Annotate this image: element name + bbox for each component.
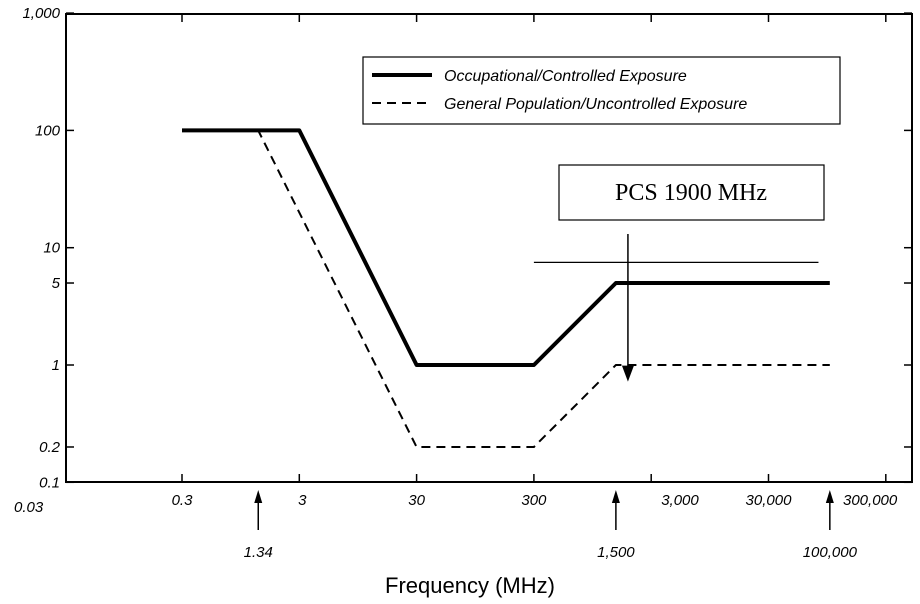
x-marker-label: 1,500 xyxy=(597,544,635,561)
x-tick-label: 300,000 xyxy=(843,492,898,509)
legend: Occupational/Controlled Exposure General … xyxy=(362,56,841,125)
y-tick-label: 1,000 xyxy=(22,5,60,22)
x-marker-arrowhead xyxy=(254,490,263,503)
pcs-label: PCS 1900 MHz xyxy=(615,180,767,206)
x-tick-label: 0.03 xyxy=(14,499,44,516)
series-layer xyxy=(182,128,830,448)
y-tick-label: 5 xyxy=(52,275,61,292)
x-ticks: 0.03 0.3 3 30 300 3,000 30,000 300,000 xyxy=(14,14,898,516)
x-tick-label: 300 xyxy=(521,492,547,509)
x-markers: 1.34 1,500 100,000 xyxy=(244,490,858,561)
pcs-label-box xyxy=(558,164,825,221)
legend-box xyxy=(362,56,841,125)
series-line-1 xyxy=(182,128,830,367)
x-tick-label: 30 xyxy=(408,492,425,509)
y-tick-label: 0.2 xyxy=(39,439,61,456)
pcs-annotation: PCS 1900 MHz xyxy=(533,164,825,382)
pcs-arrowhead xyxy=(621,365,634,382)
x-marker-label: 100,000 xyxy=(803,544,858,561)
x-marker-arrowhead xyxy=(825,490,834,503)
x-marker-arrowhead xyxy=(611,490,620,503)
y-tick-label: 0.1 xyxy=(39,474,60,491)
legend-label-1: Occupational/Controlled Exposure xyxy=(444,68,687,85)
x-tick-label: 30,000 xyxy=(746,492,793,509)
y-tick-label: 10 xyxy=(43,240,60,257)
x-axis-label: Frequency (MHz) xyxy=(385,573,555,598)
x-tick-label: 0.3 xyxy=(172,492,194,509)
y-tick-label: 1 xyxy=(52,357,60,374)
x-marker-label: 1.34 xyxy=(244,544,273,561)
y-tick-label: 100 xyxy=(35,122,61,139)
y-ticks: 0.1 0.2 1 5 10 100 1,000 xyxy=(22,5,912,491)
x-tick-label: 3,000 xyxy=(661,492,699,509)
series-line-2 xyxy=(182,129,830,448)
x-tick-label: 3 xyxy=(298,492,307,509)
legend-label-2: General Population/Uncontrolled Exposure xyxy=(444,96,747,113)
